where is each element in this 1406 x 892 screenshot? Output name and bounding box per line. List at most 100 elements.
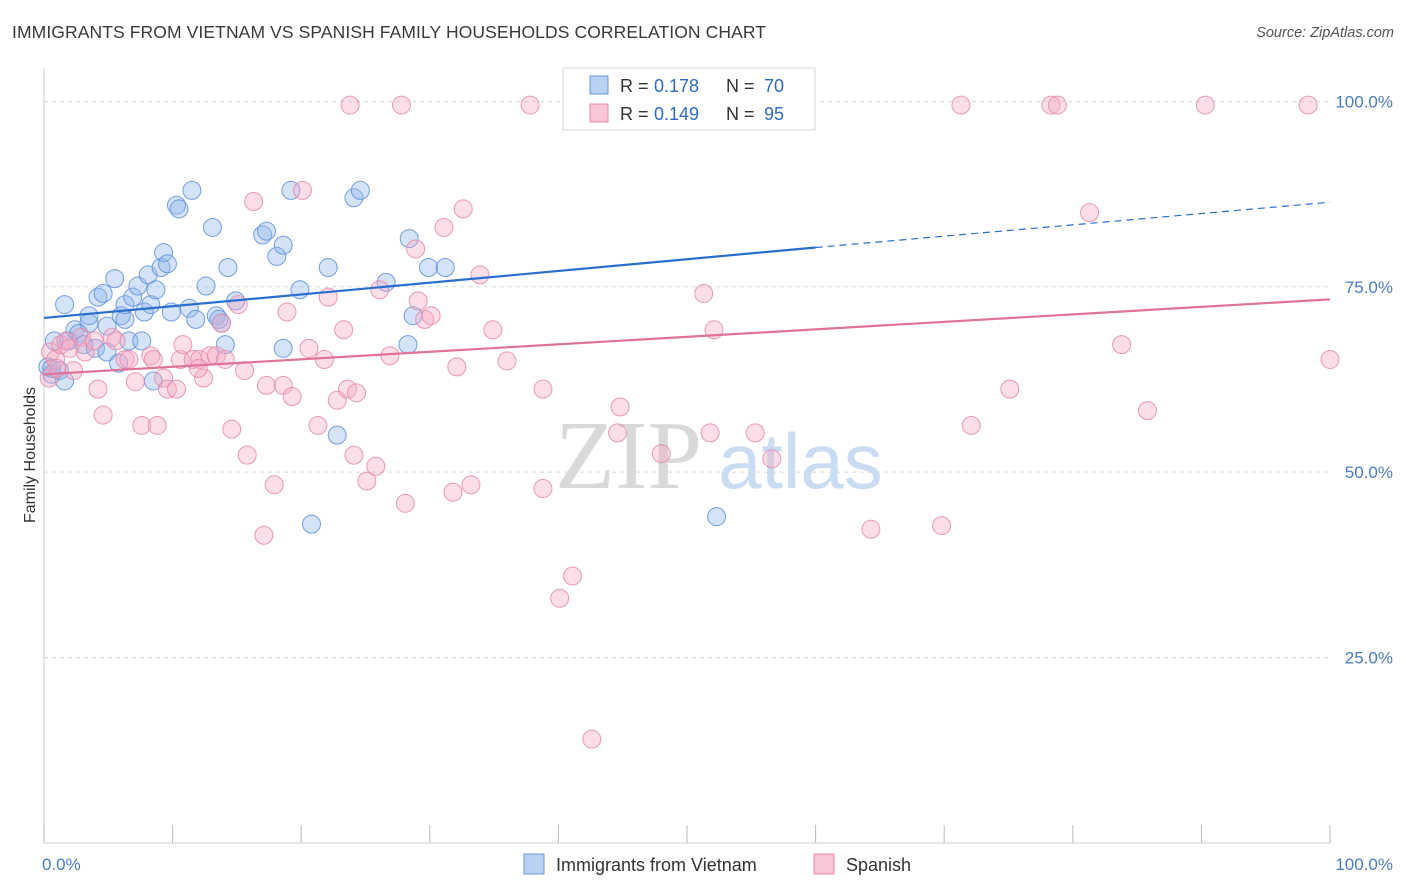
point-spanish [193,368,213,388]
point-vietnam [132,331,152,351]
point-vietnam [109,353,129,373]
point-spanish [132,415,152,435]
point-spanish [222,419,242,439]
point-spanish [447,357,467,377]
point-spanish [211,313,231,333]
point-spanish [651,444,671,464]
legend-n-label-1: N = [726,76,755,96]
point-spanish [470,265,490,285]
legend-n-value-1: 70 [764,76,784,96]
y-tick-label: 75.0% [1345,278,1393,297]
point-vietnam [419,257,439,277]
chart-title: IMMIGRANTS FROM VIETNAM VS SPANISH FAMIL… [12,22,767,42]
legend-r-label-1: R = [620,76,649,96]
point-vietnam [74,335,94,355]
point-vietnam [707,507,727,527]
point-vietnam [166,195,186,215]
point-spanish [282,387,302,407]
point-spanish [497,351,517,371]
point-spanish [314,349,334,369]
point-vietnam [79,306,99,326]
point-vietnam [318,257,338,277]
point-vietnam [97,316,117,336]
point-vietnam [218,257,238,277]
point-spanish [861,519,881,539]
point-spanish [1047,95,1067,115]
point-spanish [102,327,122,347]
point-spanish [694,283,714,303]
point-spanish [434,217,454,237]
point-spanish [392,95,412,115]
point-spanish [228,295,248,315]
point-spanish [1112,335,1132,355]
legend-swatch-spanish [589,103,609,123]
point-spanish [119,349,139,369]
gridlines [44,100,1330,659]
point-spanish [254,525,274,545]
y-axis-label: Family Households [22,387,39,523]
point-spanish [533,479,553,499]
point-vietnam [344,188,364,208]
point-spanish [443,482,463,502]
point-vietnam [154,243,174,263]
point-spanish [84,331,104,351]
point-vietnam [49,361,69,381]
point-vietnam [85,338,105,358]
point-vietnam [44,331,64,351]
trend-line-vietnam [43,246,816,320]
point-spanish [533,379,553,399]
point-vietnam [123,287,143,307]
point-vietnam [399,229,419,249]
legend-box: R = 0.178 N = 70 R = 0.149 N = 95 [562,67,816,131]
legend-r-label-2: R = [620,104,649,124]
point-spanish [563,566,583,586]
bottom-legend-swatch-vietnam [523,853,545,875]
point-vietnam [151,257,171,277]
point-spanish [125,372,145,392]
point-spanish [147,415,167,435]
point-vietnam [435,257,455,277]
point-spanish [93,405,113,425]
x-tick-label: 100.0% [1335,855,1393,874]
point-spanish [520,95,540,115]
point-spanish [308,415,328,435]
point-vietnam [157,254,177,274]
point-spanish [608,423,628,443]
bottom-legend-swatch-spanish [813,853,835,875]
point-vietnam [398,335,418,355]
point-spanish [408,291,428,311]
trend-line-vietnam-extension [815,201,1331,249]
point-spanish [582,729,602,749]
legend-n-label-2: N = [726,104,755,124]
point-vietnam [186,309,206,329]
point-spanish [370,280,390,300]
point-vietnam [350,180,370,200]
point-spanish [154,368,174,388]
point-spanish [745,423,765,443]
point-spanish [453,199,473,219]
point-vietnam [273,235,293,255]
point-spanish [961,415,981,435]
point-spanish [1320,349,1340,369]
point-spanish [64,361,84,381]
point-spanish [406,239,426,259]
point-spanish [346,383,366,403]
point-spanish [1000,379,1020,399]
point-spanish [932,516,952,536]
watermark-atlas: atlas [718,417,883,505]
point-vietnam [146,280,166,300]
point-spanish [1137,401,1157,421]
x-tick-label: 0.0% [42,855,81,874]
point-vietnam [209,309,229,329]
point-spanish [235,361,255,381]
trend-line-spanish [43,298,1331,376]
point-spanish [188,358,208,378]
bottom-legend-vietnam: Immigrants from Vietnam [556,855,757,875]
point-spanish [71,327,91,347]
trend-lines [43,201,1331,376]
tick-labels: 25.0% 50.0% 75.0% 100.0% 0.0% 100.0% [42,92,1393,874]
point-spanish [550,588,570,608]
point-vietnam [105,269,125,289]
point-spanish [610,397,630,417]
